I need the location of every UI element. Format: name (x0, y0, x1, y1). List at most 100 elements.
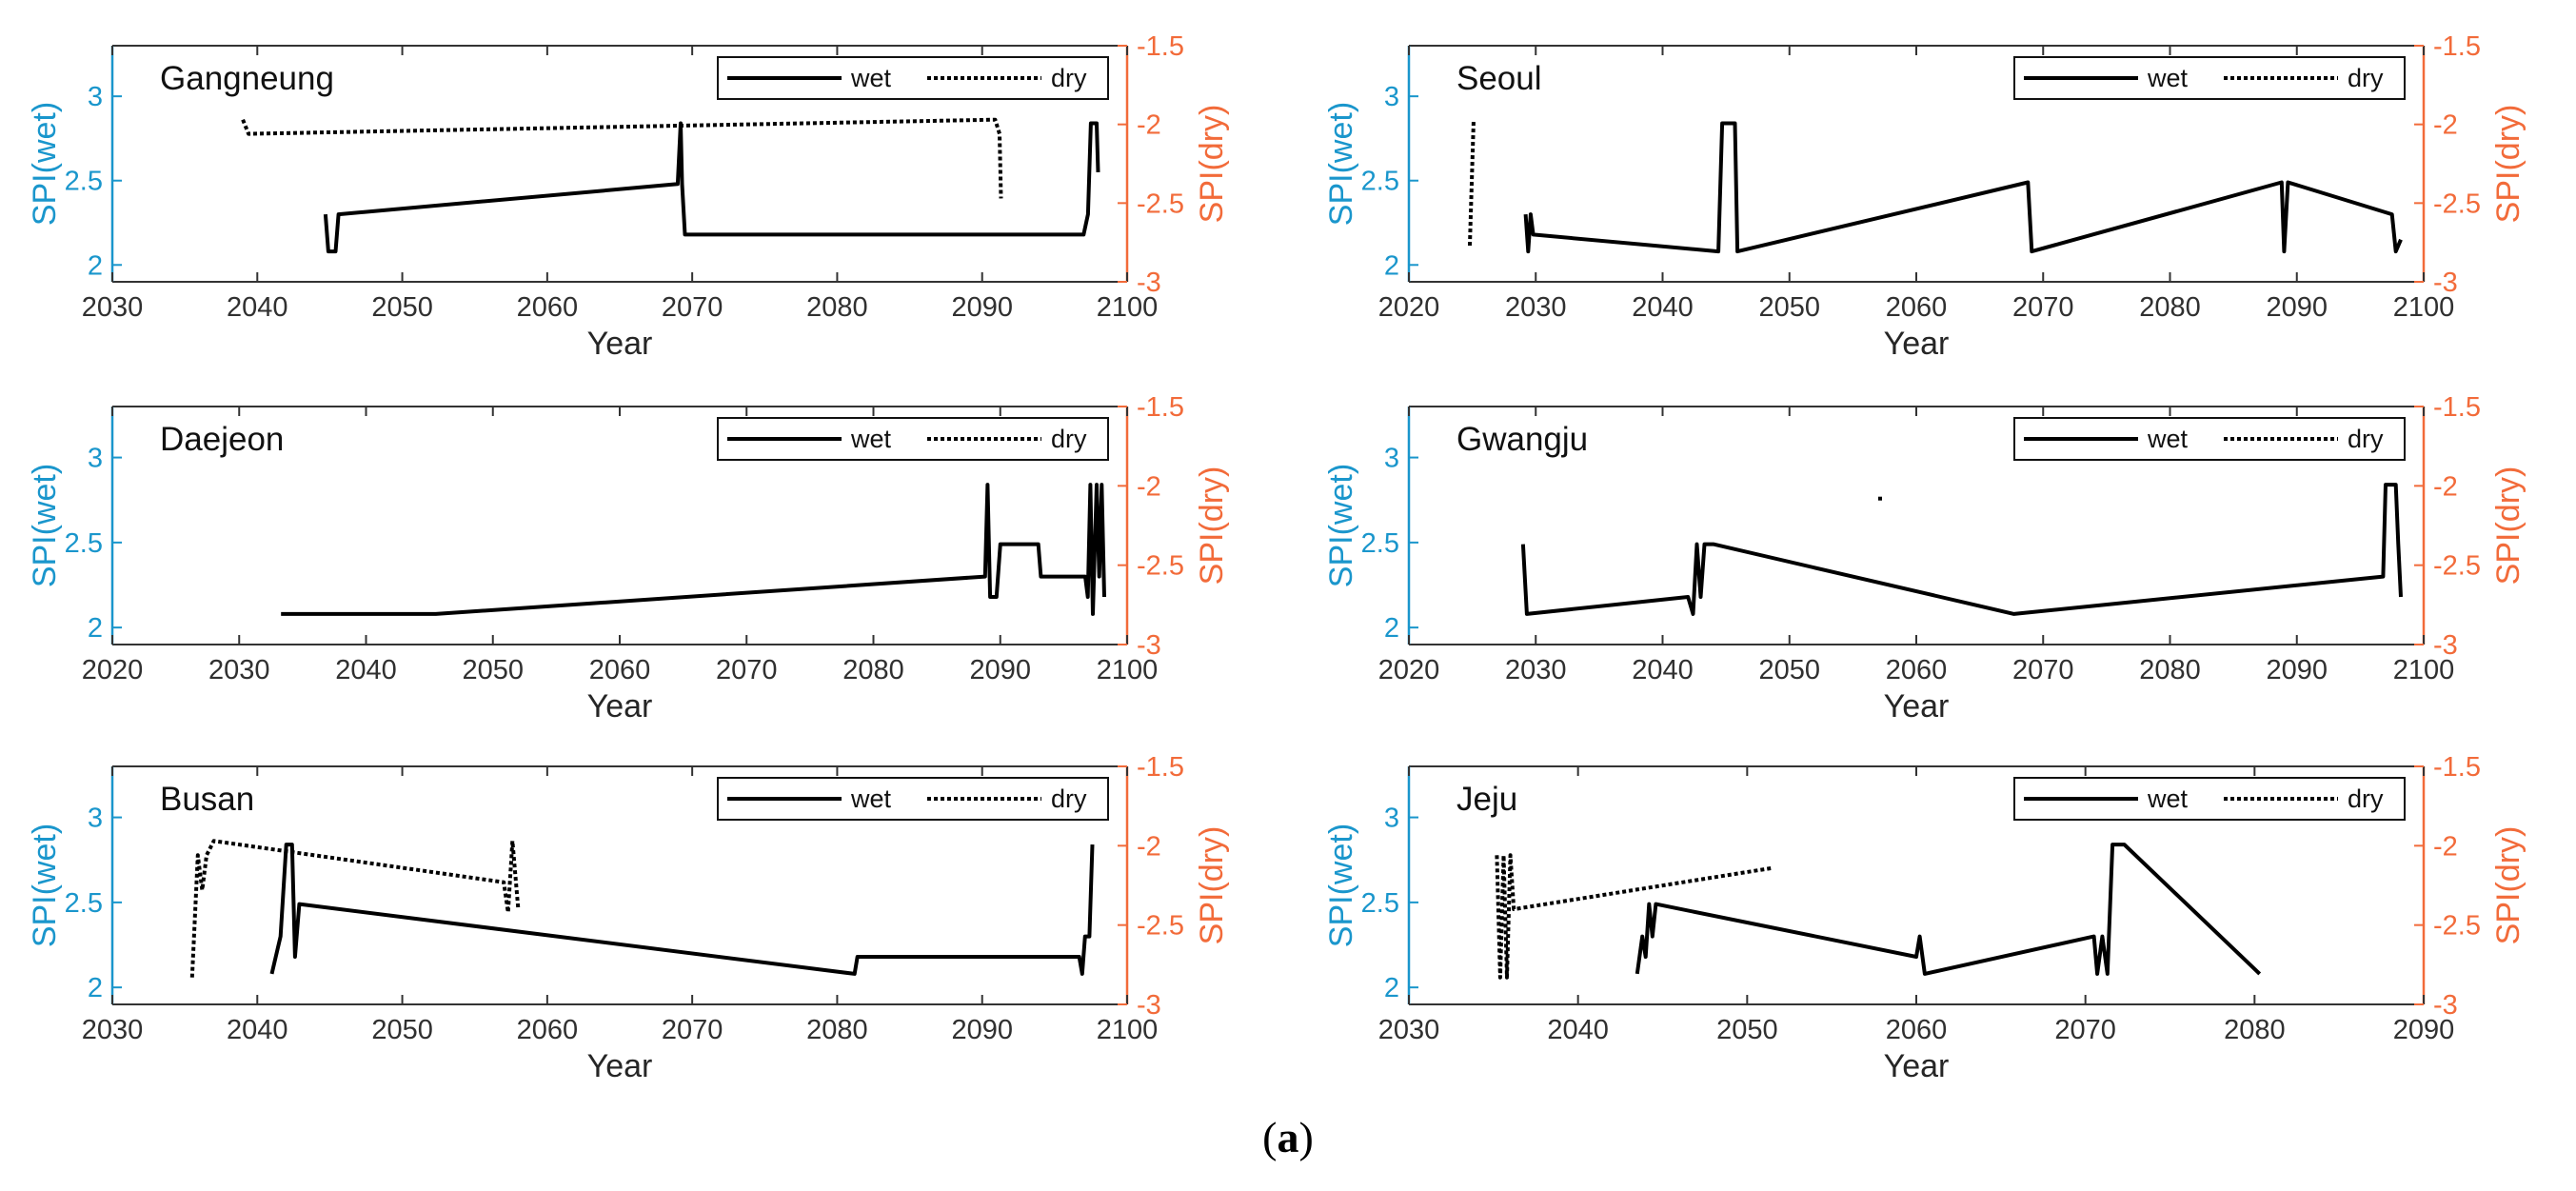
y-right-tick-label: -1.5 (1137, 31, 1184, 62)
legend-label-dry: dry (1051, 64, 1087, 92)
x-tick-label: 2060 (1886, 292, 1948, 323)
station-title: Seoul (1456, 60, 1542, 97)
x-tick-label: 2090 (969, 655, 1031, 685)
x-tick-label: 2030 (208, 655, 270, 685)
y-left-tick-label: 2.5 (1361, 888, 1399, 919)
x-tick-label: 2080 (806, 292, 868, 323)
x-tick-label: 2030 (82, 1015, 144, 1045)
y-right-tick-label: -3 (1137, 990, 1161, 1021)
y-right-tick-label: -2 (1137, 831, 1161, 862)
series-wet-line (323, 121, 1100, 254)
y-right-tick-label: -1.5 (1137, 392, 1184, 423)
x-tick-label: 2080 (842, 655, 904, 685)
chart-panel-busan: 2030 2040 2050 2060 2070 2080 2090 2100 2 2.5 3 -3 -… (27, 752, 1230, 1084)
series-wet-line (1520, 483, 2403, 616)
chart-panel-gangneung: 2030 2040 2050 2060 2070 2080 2090 2100 2 2.5 3 -3 -… (27, 31, 1230, 362)
y-right-tick-label: -3 (1137, 630, 1161, 661)
y-left-tick-label: 2 (1384, 973, 1399, 1003)
x-tick-label: 2030 (1505, 655, 1567, 685)
figure-caption: (a) (0, 1112, 2576, 1162)
y-right-tick-label: -1.5 (2433, 752, 2481, 783)
y-right-tick-label: -2.5 (2433, 551, 2481, 582)
legend-label-wet: wet (2147, 64, 2189, 92)
y-right-tick-label: -2 (2433, 110, 2458, 141)
x-tick-label: 2090 (2393, 1015, 2455, 1045)
series-wet-line (281, 483, 1106, 616)
x-tick-label: 2080 (2139, 655, 2201, 685)
x-tick-label: 2040 (1632, 292, 1694, 323)
legend: wet dry (2013, 777, 2406, 821)
y-left-tick-label: 2 (88, 973, 103, 1003)
x-tick-label: 2070 (662, 1015, 723, 1045)
y-left-tick-label: 2.5 (65, 528, 103, 559)
y-right-tick-label: -1.5 (1137, 752, 1184, 783)
legend-label-dry: dry (1051, 784, 1087, 813)
caption-letter: a (1277, 1113, 1299, 1161)
y-left-tick-label: 3 (88, 444, 103, 474)
y-axis-right-label: SPI(dry) (2490, 466, 2526, 586)
x-tick-label: 2090 (951, 1015, 1013, 1045)
x-tick-label: 2020 (82, 655, 144, 685)
y-left-tick-label: 3 (1384, 804, 1399, 834)
station-title: Daejeon (160, 421, 284, 458)
legend-label-wet: wet (2147, 784, 2189, 813)
y-right-tick-label: -2.5 (1137, 551, 1184, 582)
station-title: Gwangju (1456, 421, 1588, 458)
y-left-tick-label: 2 (88, 250, 103, 281)
x-tick-label: 2050 (1758, 292, 1820, 323)
x-tick-label: 2080 (806, 1015, 868, 1045)
x-tick-label: 2060 (517, 292, 579, 323)
x-tick-label: 2070 (662, 292, 723, 323)
legend: wet dry (2013, 56, 2406, 100)
y-left-tick-label: 3 (88, 82, 103, 112)
x-tick-label: 2030 (82, 292, 144, 323)
x-tick-label: 2040 (227, 1015, 288, 1045)
x-axis-label: Year (1884, 688, 1950, 725)
y-axis-right-label: SPI(dry) (1194, 826, 1230, 945)
x-tick-label: 2040 (335, 655, 397, 685)
y-right-tick-label: -2 (2433, 831, 2458, 862)
y-axis-left-label: SPI(wet) (27, 102, 63, 226)
y-left-tick-label: 2.5 (1361, 528, 1399, 559)
legend-label-wet: wet (850, 784, 892, 813)
y-left-tick-label: 2 (88, 613, 103, 644)
series-wet-line (1635, 843, 2262, 976)
caption-open: ( (1262, 1113, 1278, 1161)
y-right-tick-label: -3 (2433, 990, 2458, 1021)
y-axis-left-label: SPI(wet) (27, 824, 63, 947)
x-tick-label: 2100 (2393, 292, 2455, 323)
x-tick-label: 2100 (1097, 292, 1159, 323)
x-tick-label: 2090 (2266, 655, 2328, 685)
y-right-tick-label: -2 (2433, 471, 2458, 502)
legend-label-wet: wet (850, 425, 892, 453)
x-tick-label: 2030 (1505, 292, 1567, 323)
y-left-tick-label: 2 (1384, 613, 1399, 644)
y-axis-left-label: SPI(wet) (1323, 102, 1359, 226)
x-tick-label: 2060 (589, 655, 651, 685)
y-axis-right-label: SPI(dry) (1194, 105, 1230, 224)
y-left-tick-label: 2.5 (1361, 167, 1399, 197)
chart-panel-jeju: 2030 2040 2050 2060 2070 2080 2090 2 2.5 3 -3 -2.5 -… (1323, 752, 2526, 1084)
y-right-tick-label: -2.5 (2433, 189, 2481, 219)
y-right-tick-label: -2 (1137, 110, 1161, 141)
y-left-tick-label: 2 (1384, 250, 1399, 281)
y-axis-right-label: SPI(dry) (2490, 105, 2526, 224)
chart-panel-seoul: 2020 2030 2040 2050 2060 2070 2080 2090 2100 2 2.5… (1323, 31, 2526, 362)
x-tick-label: 2060 (1886, 1015, 1948, 1045)
series-wet-line (1523, 121, 2403, 254)
legend-label-dry: dry (1051, 425, 1087, 453)
legend-label-wet: wet (2147, 425, 2189, 453)
y-right-tick-label: -1.5 (2433, 392, 2481, 423)
legend: wet dry (717, 417, 1109, 461)
x-tick-label: 2050 (1716, 1015, 1778, 1045)
caption-close: ) (1298, 1113, 1314, 1161)
x-tick-label: 2090 (951, 292, 1013, 323)
x-tick-label: 2050 (371, 1015, 433, 1045)
x-axis-label: Year (587, 688, 653, 725)
station-title: Gangneung (160, 60, 334, 97)
y-axis-left-label: SPI(wet) (1323, 464, 1359, 587)
legend: wet dry (2013, 417, 2406, 461)
y-left-tick-label: 3 (1384, 444, 1399, 474)
x-tick-label: 2020 (1378, 292, 1440, 323)
legend-label-wet: wet (850, 64, 892, 92)
